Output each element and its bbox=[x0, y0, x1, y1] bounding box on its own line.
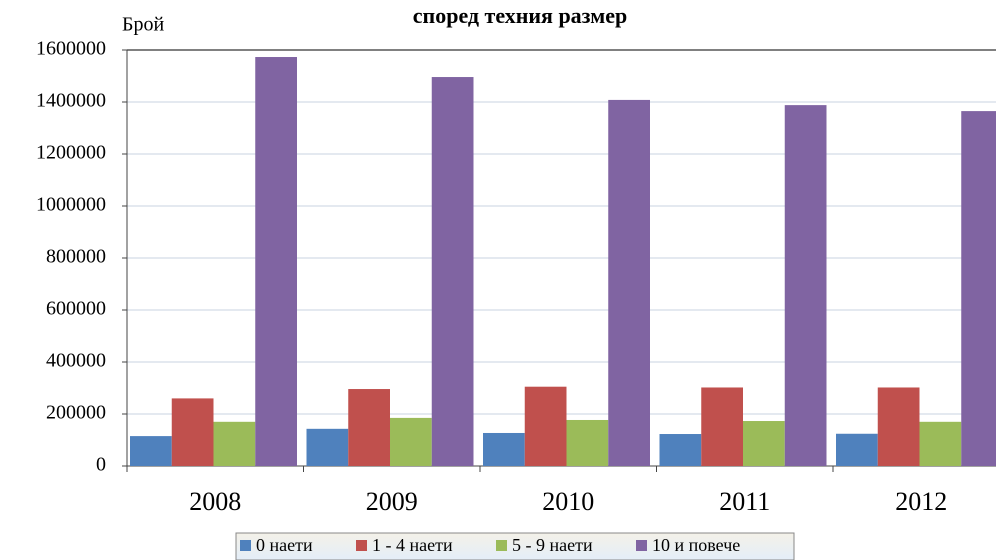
bar bbox=[306, 428, 349, 466]
y-tick-label: 600000 bbox=[46, 298, 106, 320]
legend-label: 10 и повече bbox=[652, 535, 740, 555]
y-axis-label: Брой bbox=[122, 14, 164, 36]
y-tick-label: 1000000 bbox=[36, 194, 106, 216]
legend-swatch bbox=[496, 540, 507, 551]
y-tick-label: 200000 bbox=[46, 402, 106, 424]
legend-swatch bbox=[240, 540, 251, 551]
bar bbox=[566, 419, 609, 466]
bar bbox=[659, 434, 702, 466]
bar bbox=[961, 111, 996, 466]
legend-swatch bbox=[636, 540, 647, 551]
bar bbox=[919, 421, 962, 466]
bar bbox=[213, 421, 256, 466]
bar bbox=[130, 436, 172, 466]
bar bbox=[431, 77, 474, 466]
bar bbox=[524, 386, 567, 466]
chart-title: според техния размер bbox=[413, 3, 627, 28]
legend-swatch bbox=[356, 540, 367, 551]
x-tick-label: 2008 bbox=[189, 487, 241, 516]
bar bbox=[255, 57, 297, 467]
x-tick-label: 2009 bbox=[366, 487, 418, 516]
x-tick-label: 2011 bbox=[719, 487, 770, 516]
bar bbox=[483, 432, 525, 466]
bar bbox=[171, 398, 214, 466]
x-tick-label: 2012 bbox=[895, 487, 947, 516]
legend-label: 1 - 4 наети bbox=[372, 535, 453, 555]
bar bbox=[390, 417, 432, 466]
y-tick-label: 400000 bbox=[46, 350, 106, 372]
y-tick-label: 1400000 bbox=[36, 90, 106, 112]
bar bbox=[877, 387, 920, 466]
legend-label: 0 наети bbox=[256, 535, 313, 555]
bar bbox=[836, 433, 878, 466]
y-tick-label: 0 bbox=[96, 454, 106, 476]
bar bbox=[743, 421, 785, 466]
bar bbox=[701, 387, 743, 466]
x-tick-label: 2010 bbox=[542, 487, 594, 516]
legend-box bbox=[235, 532, 795, 560]
bar bbox=[348, 389, 390, 466]
y-tick-label: 1200000 bbox=[36, 142, 106, 164]
y-tick-label: 800000 bbox=[46, 246, 106, 268]
legend-label: 5 - 9 наети bbox=[512, 535, 593, 555]
bar bbox=[608, 99, 650, 467]
y-tick-label: 1600000 bbox=[36, 38, 106, 60]
bar bbox=[784, 105, 827, 467]
